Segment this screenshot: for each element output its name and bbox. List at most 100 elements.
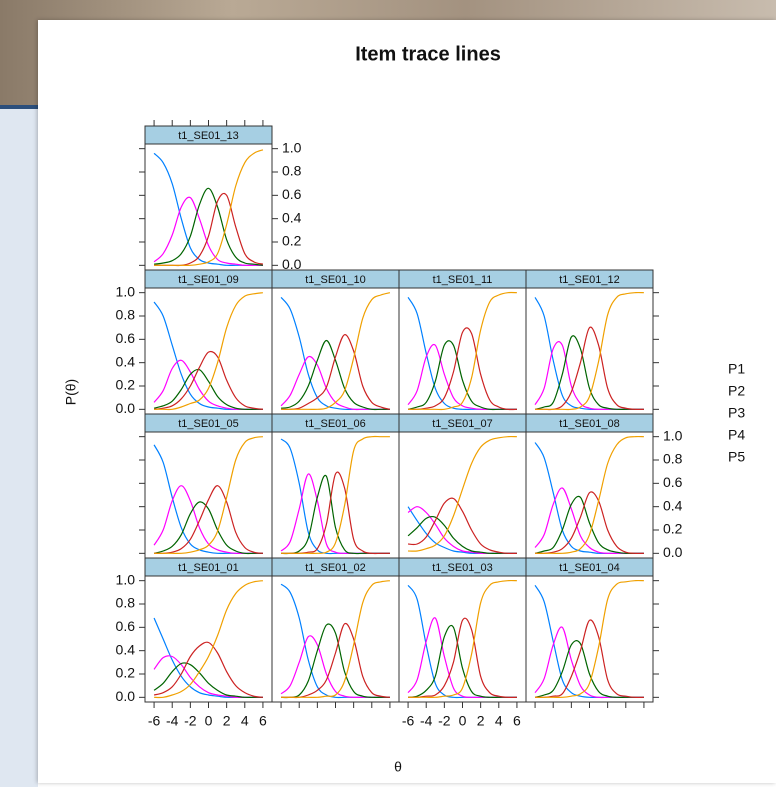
trace-line bbox=[154, 153, 263, 265]
trace-line bbox=[535, 488, 644, 553]
legend-label: P4 bbox=[728, 427, 745, 443]
panel bbox=[399, 432, 526, 558]
strip-label: t1_SE01_06 bbox=[305, 418, 366, 430]
y-tick-label: 0.6 bbox=[116, 330, 136, 346]
y-tick-label: 0.2 bbox=[116, 665, 136, 681]
trace-line bbox=[408, 581, 517, 698]
x-tick-label: -2 bbox=[184, 713, 197, 729]
y-axis-label: P(θ) bbox=[63, 379, 79, 405]
trace-line bbox=[408, 341, 517, 410]
x-tick-label: -6 bbox=[148, 713, 161, 729]
trace-line bbox=[535, 336, 644, 410]
trace-line bbox=[154, 581, 263, 698]
trace-line bbox=[281, 293, 390, 410]
strip-label: t1_SE01_05 bbox=[178, 418, 239, 430]
x-tick-label: 2 bbox=[477, 713, 485, 729]
strip-label: t1_SE01_08 bbox=[559, 418, 620, 430]
trace-line bbox=[408, 498, 517, 553]
trace-line bbox=[408, 344, 517, 409]
y-tick-label: 0.8 bbox=[282, 163, 302, 179]
y-tick-label: 0.2 bbox=[663, 521, 683, 537]
trace-line bbox=[154, 197, 263, 265]
y-tick-label: 1.0 bbox=[282, 139, 302, 155]
page: {"chart_data": {"type": "line", "title":… bbox=[0, 0, 776, 783]
y-tick-label: 0.6 bbox=[116, 618, 136, 634]
trace-line bbox=[281, 341, 390, 410]
y-tick-label: 0.4 bbox=[116, 641, 136, 657]
trace-line bbox=[408, 585, 517, 697]
trace-line bbox=[154, 642, 263, 697]
panel bbox=[399, 288, 526, 414]
trace-line bbox=[154, 486, 263, 554]
x-tick-label: 0 bbox=[205, 713, 213, 729]
strip-label: t1_SE01_01 bbox=[178, 562, 239, 574]
y-tick-label: 0.4 bbox=[116, 353, 136, 369]
trace-line bbox=[154, 150, 263, 266]
panel bbox=[145, 288, 272, 414]
trace-line bbox=[154, 437, 263, 554]
panel bbox=[272, 288, 399, 414]
x-tick-label: -2 bbox=[438, 713, 451, 729]
trace-line bbox=[154, 193, 263, 265]
trace-line bbox=[408, 437, 517, 552]
y-tick-label: 0.6 bbox=[663, 474, 683, 490]
y-tick-label: 0.8 bbox=[116, 595, 136, 611]
y-tick-label: 0.4 bbox=[663, 497, 683, 513]
y-tick-label: 0.0 bbox=[116, 400, 136, 416]
x-tick-label: -4 bbox=[420, 713, 433, 729]
y-tick-label: 1.0 bbox=[116, 283, 136, 299]
trace-line bbox=[535, 581, 644, 698]
trace-line bbox=[281, 584, 390, 697]
trace-line bbox=[154, 302, 263, 409]
trace-line bbox=[408, 618, 517, 698]
y-tick-label: 0.0 bbox=[663, 544, 683, 560]
strip-label: t1_SE01_07 bbox=[432, 418, 493, 430]
legend-label: P1 bbox=[728, 361, 745, 377]
strip-label: t1_SE01_12 bbox=[559, 274, 620, 286]
trace-line bbox=[154, 188, 263, 265]
trace-line bbox=[281, 581, 390, 698]
y-tick-label: 0.2 bbox=[282, 233, 302, 249]
y-tick-label: 0.0 bbox=[116, 688, 136, 704]
trace-line bbox=[281, 335, 390, 410]
trace-line bbox=[281, 436, 390, 553]
strip-label: t1_SE01_10 bbox=[305, 274, 366, 286]
y-tick-label: 1.0 bbox=[116, 571, 136, 587]
trace-line bbox=[154, 293, 263, 410]
trace-line bbox=[408, 618, 517, 697]
trace-line bbox=[535, 627, 644, 698]
legend-label: P3 bbox=[728, 405, 745, 421]
panel bbox=[145, 432, 272, 558]
x-tick-label: 6 bbox=[259, 713, 267, 729]
trace-line bbox=[408, 297, 517, 409]
y-tick-label: 0.4 bbox=[282, 209, 302, 225]
trace-line bbox=[535, 437, 644, 554]
y-tick-label: 0.8 bbox=[663, 451, 683, 467]
strip-label: t1_SE01_04 bbox=[559, 562, 620, 574]
x-tick-label: -4 bbox=[166, 713, 179, 729]
trace-line bbox=[408, 517, 517, 554]
trace-line bbox=[408, 328, 517, 410]
y-tick-label: 0.6 bbox=[282, 186, 302, 202]
trace-line bbox=[535, 585, 644, 697]
x-tick-label: 4 bbox=[241, 713, 249, 729]
trace-line bbox=[154, 656, 263, 698]
trace-line bbox=[281, 439, 390, 554]
trace-line bbox=[281, 297, 390, 409]
strip-label: t1_SE01_09 bbox=[178, 274, 239, 286]
strip-label: t1_SE01_02 bbox=[305, 562, 366, 574]
strip-label: t1_SE01_03 bbox=[432, 562, 493, 574]
legend-label: P5 bbox=[728, 449, 745, 465]
y-tick-label: 1.0 bbox=[663, 427, 683, 443]
x-tick-label: 0 bbox=[459, 713, 467, 729]
legend-label: P2 bbox=[728, 383, 745, 399]
x-tick-label: -6 bbox=[402, 713, 415, 729]
x-tick-label: 6 bbox=[513, 713, 521, 729]
x-axis-label: θ bbox=[394, 759, 402, 775]
y-tick-label: 0.8 bbox=[116, 307, 136, 323]
trace-line bbox=[281, 636, 390, 698]
strip-label: t1_SE01_11 bbox=[433, 274, 493, 286]
x-tick-label: 2 bbox=[223, 713, 231, 729]
chart-title: Item trace lines bbox=[355, 43, 501, 65]
y-tick-label: 0.2 bbox=[116, 377, 136, 393]
